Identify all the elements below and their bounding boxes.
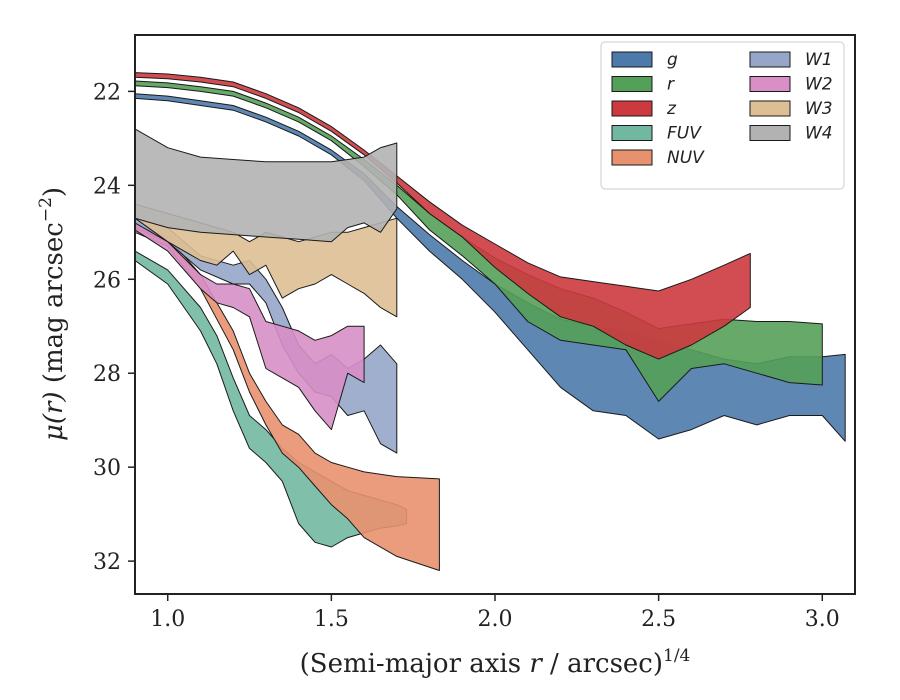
profile-bands (135, 72, 846, 571)
legend-swatch-w1 (749, 51, 791, 68)
legend-swatch-w4 (749, 125, 791, 141)
legend-swatch-g (611, 51, 653, 68)
y-tick-label: 30 (93, 456, 121, 481)
y-tick-label: 24 (93, 174, 121, 199)
x-axis-ticks: 1.0 1.5 2.0 2.5 3.0 (150, 594, 840, 632)
legend-swatch-nuv (611, 149, 653, 166)
legend-label-nuv: NUV (667, 148, 705, 168)
legend-label-r: r (667, 75, 675, 95)
legend-label-w4: W4 (805, 124, 833, 144)
legend-label-w3: W3 (805, 99, 833, 119)
x-tick-label: 1.5 (314, 607, 349, 632)
y-tick-label: 22 (93, 80, 121, 105)
legend-swatch-w2 (749, 76, 791, 92)
y-tick-label: 26 (93, 268, 121, 293)
x-tick-label: 1.0 (150, 607, 185, 632)
legend-label-w2: W2 (805, 75, 833, 95)
band-z (135, 72, 751, 360)
legend-swatch-w3 (749, 100, 791, 117)
band-nuv (135, 224, 440, 571)
legend-label-w1: W1 (805, 50, 833, 70)
x-axis-label: (Semi-major axis r / arcsec)1/4 (300, 646, 691, 679)
y-axis-ticks: 22 24 26 28 30 32 (93, 80, 135, 575)
y-axis-label: μ(r) (mag arcsec−2) (36, 187, 69, 441)
y-tick-label: 28 (93, 362, 121, 387)
x-tick-label: 2.5 (641, 607, 676, 632)
legend-label-z: z (666, 99, 677, 119)
legend: grz FUV NUV W1 W2 W3 W4 (600, 41, 845, 190)
legend-swatch-r (611, 76, 653, 92)
x-tick-label: 2.0 (478, 607, 513, 632)
band-w2 (135, 222, 365, 431)
legend-label-g: g (667, 50, 678, 70)
legend-swatch-fuv (611, 125, 653, 141)
y-tick-label: 32 (93, 550, 121, 575)
x-tick-label: 3.0 (805, 607, 840, 632)
legend-swatch-z (611, 100, 653, 117)
legend-label-fuv: FUV (667, 124, 702, 144)
band-w4 (135, 128, 398, 243)
